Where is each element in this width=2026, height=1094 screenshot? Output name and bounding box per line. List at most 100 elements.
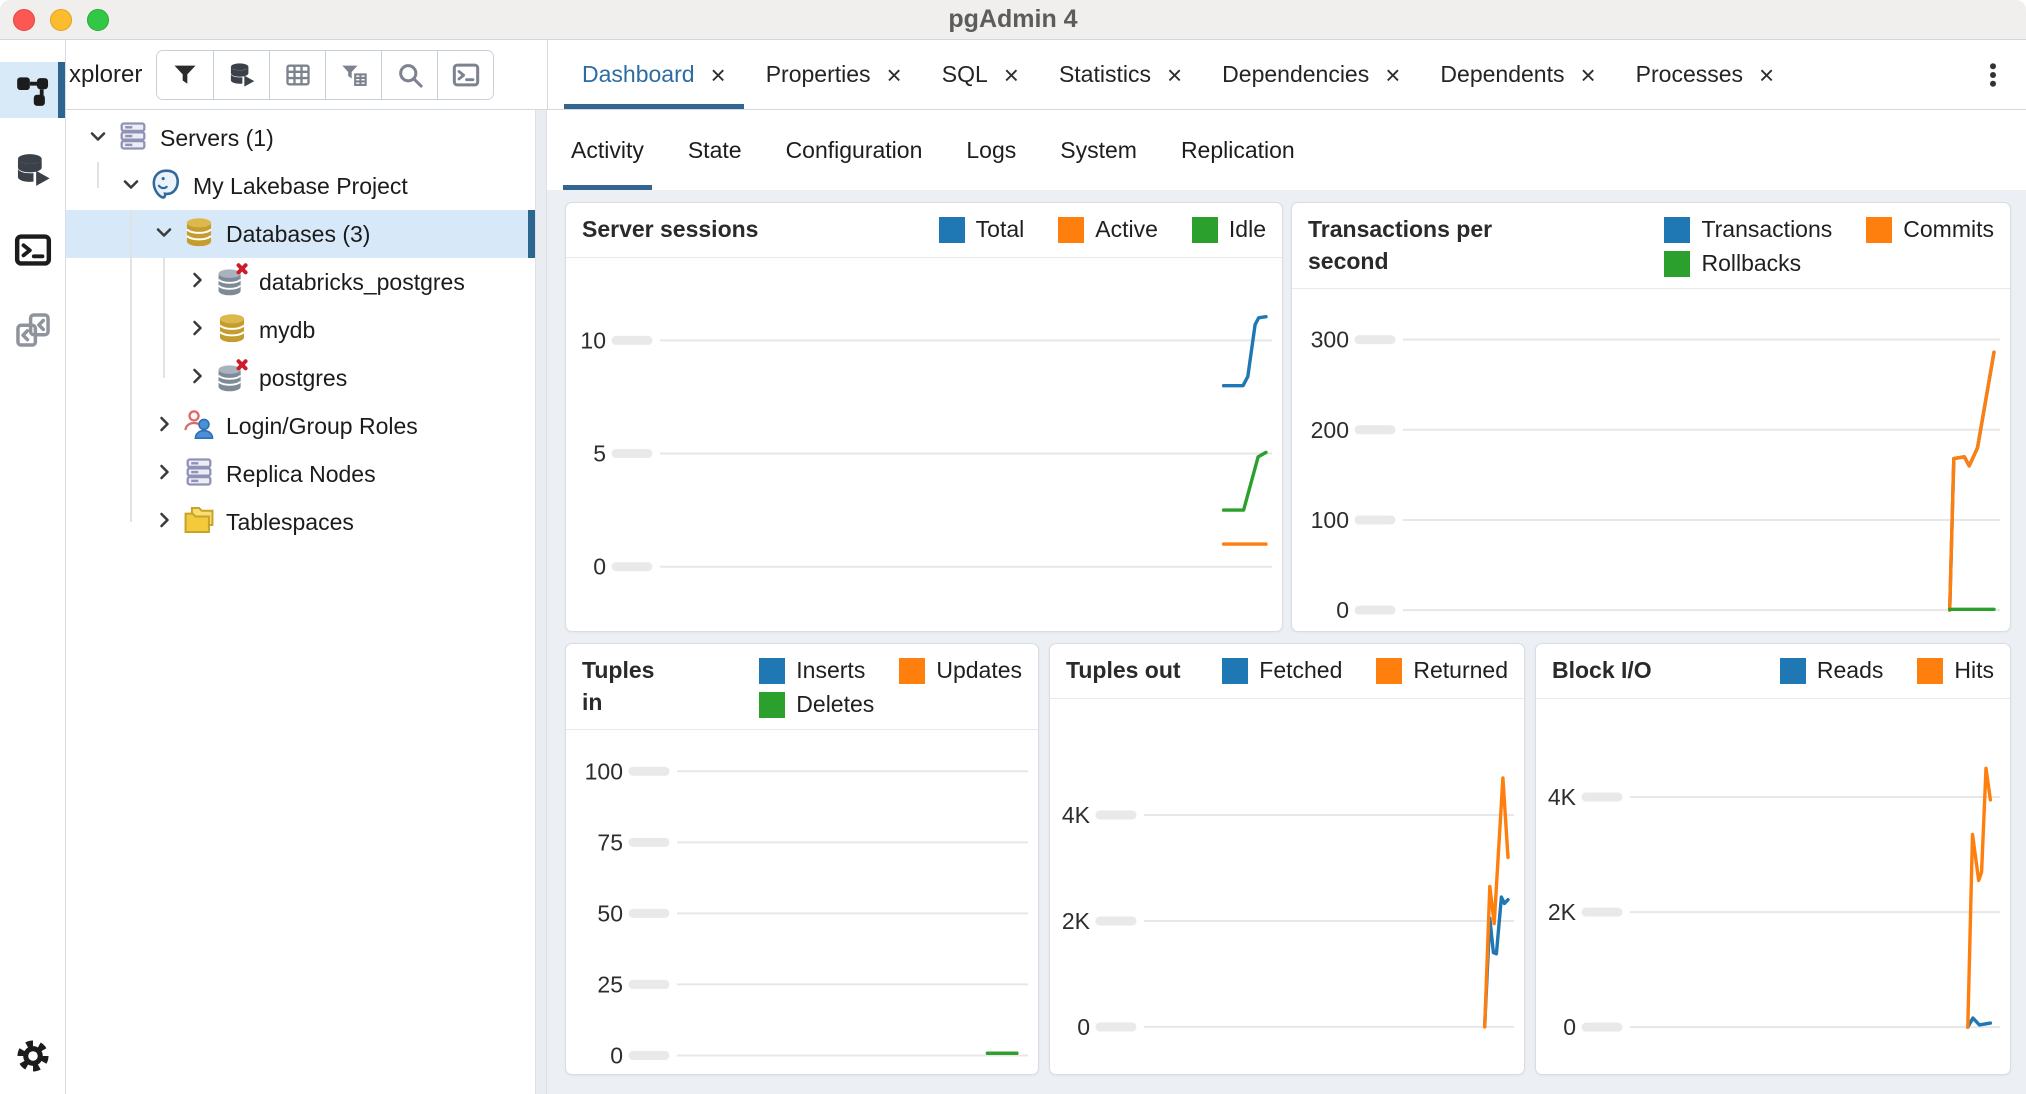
subtab-state[interactable]: State: [687, 136, 742, 163]
svg-text:100: 100: [1311, 507, 1349, 533]
legend-row: Inserts Updates: [759, 657, 1022, 684]
subtab-configuration[interactable]: Configuration: [785, 136, 923, 163]
chevron-right-icon: [152, 460, 176, 489]
panel-splitter[interactable]: [535, 110, 547, 1094]
tab-close-icon[interactable]: ×: [1580, 59, 1596, 90]
chart-legend: Transactions Commits Rollbacks: [1664, 214, 1994, 277]
tab-close-icon[interactable]: ×: [1759, 59, 1775, 90]
subtab-system[interactable]: System: [1060, 136, 1137, 163]
subtab-activity[interactable]: Activity: [549, 110, 666, 190]
activity-psql-tool[interactable]: [0, 222, 65, 278]
tree-item-my-lakebase-project[interactable]: My Lakebase Project: [66, 162, 535, 210]
expand-toggle[interactable]: [81, 124, 114, 153]
tab-overflow-menu-button[interactable]: [1974, 56, 2012, 94]
collapse-toggle[interactable]: [180, 268, 213, 297]
activity-schema-diff[interactable]: [0, 302, 65, 358]
view-data-button[interactable]: [269, 50, 326, 99]
tree-item-icon-wrap: [182, 503, 216, 542]
tree-item-label: My Lakebase Project: [193, 172, 408, 199]
tree-item-login-group-roles[interactable]: Login/Group Roles: [66, 402, 535, 450]
legend-item-hits: Hits: [1917, 657, 1994, 684]
psql-button[interactable]: [437, 50, 494, 99]
tree-indent-guide: [130, 210, 132, 522]
dashboard-charts: Server sessions Total Active Idle 0 5 10 Tra…: [547, 190, 2026, 1094]
collapse-toggle[interactable]: [180, 364, 213, 393]
activity-query-tool[interactable]: [0, 142, 65, 198]
subtab-logs[interactable]: Logs: [966, 136, 1017, 163]
minimize-button[interactable]: [50, 8, 72, 31]
tab-close-icon[interactable]: ×: [1003, 59, 1019, 90]
tree-item-mydb[interactable]: mydb: [66, 306, 535, 354]
subtab-replication[interactable]: Replication: [1180, 136, 1295, 163]
tab-dashboard[interactable]: Dashboard ×: [562, 40, 746, 109]
filter-button[interactable]: [157, 50, 214, 99]
expand-toggle[interactable]: [114, 172, 147, 201]
tab-close-icon[interactable]: ×: [886, 59, 902, 90]
legend-label: Total: [975, 216, 1025, 242]
svg-text:75: 75: [597, 830, 623, 856]
tree-item-replica-nodes[interactable]: Replica Nodes: [66, 450, 535, 498]
expand-toggle[interactable]: [147, 220, 180, 249]
terminal-icon: [14, 231, 52, 269]
tree-item-tablespaces[interactable]: Tablespaces: [66, 498, 535, 546]
legend-label: Updates: [936, 657, 1022, 683]
chevron-down-icon: [86, 124, 110, 153]
legend-row: Transactions Commits: [1664, 216, 1994, 243]
zoom-button[interactable]: [87, 8, 109, 31]
collapse-toggle[interactable]: [180, 316, 213, 345]
chart-title: Server sessions: [582, 216, 759, 242]
servers-icon: [116, 119, 150, 158]
tab-properties[interactable]: Properties ×: [746, 40, 922, 109]
svg-text:2K: 2K: [1548, 899, 1577, 925]
charts-row-1: Server sessions Total Active Idle 0 5 10 Tra…: [565, 202, 2011, 632]
legend-item-updates: Updates: [899, 657, 1022, 684]
tree-item-servers-1[interactable]: Servers (1): [66, 114, 535, 162]
svg-text:2K: 2K: [1062, 908, 1091, 934]
legend-row: Fetched Returned: [1222, 657, 1508, 684]
tab-dependents[interactable]: Dependents ×: [1420, 40, 1615, 109]
svg-text:0: 0: [1563, 1014, 1576, 1040]
tree-indent-guide: [163, 258, 165, 378]
database-disconnected-icon: [215, 358, 249, 398]
chart-plot: 0 25 50 75 100: [566, 730, 1038, 1074]
tree-item-postgres[interactable]: postgres: [66, 354, 535, 402]
chevron-right-icon: [185, 364, 209, 393]
tab-close-icon[interactable]: ×: [710, 59, 726, 90]
titlebar: pgAdmin 4: [0, 0, 2026, 40]
tab-statistics[interactable]: Statistics ×: [1039, 40, 1202, 109]
tab-close-icon[interactable]: ×: [1385, 59, 1401, 90]
roles-icon: [182, 407, 216, 446]
tree-item-label: postgres: [259, 364, 348, 391]
tab-close-icon[interactable]: ×: [1166, 59, 1183, 90]
tab-dependencies[interactable]: Dependencies ×: [1202, 40, 1420, 109]
chart-card-header: Server sessions Total Active Idle: [566, 203, 1282, 258]
filtered-rows-icon: [340, 61, 368, 89]
activity-object-explorer[interactable]: [0, 62, 65, 118]
collapse-toggle[interactable]: [147, 508, 180, 537]
chevron-right-icon: [152, 508, 176, 537]
legend-item-inserts: Inserts: [759, 657, 865, 684]
tree-item-databases-3[interactable]: Databases (3): [66, 210, 535, 258]
close-button[interactable]: [13, 8, 35, 31]
legend-row: Total Active Idle: [938, 216, 1266, 243]
legend-swatch: [759, 657, 786, 684]
collapse-toggle[interactable]: [147, 412, 180, 441]
collapse-toggle[interactable]: [147, 460, 180, 489]
svg-text:50: 50: [597, 901, 623, 927]
legend-item-fetched: Fetched: [1222, 657, 1342, 684]
activity-preferences[interactable]: [0, 1028, 65, 1084]
tab-sql[interactable]: SQL ×: [922, 40, 1039, 109]
svg-text:4K: 4K: [1062, 802, 1091, 828]
query-tool-button[interactable]: [213, 50, 270, 99]
svg-text:25: 25: [597, 972, 623, 998]
svg-text:0: 0: [1077, 1014, 1090, 1040]
object-explorer-header: xplorer: [66, 40, 547, 109]
tab-processes[interactable]: Processes ×: [1616, 40, 1795, 109]
tab-label: SQL: [941, 61, 988, 87]
query-tool-icon: [228, 61, 256, 89]
filtered-rows-button[interactable]: [325, 50, 382, 99]
chart-title: Block I/O: [1552, 657, 1652, 683]
chart-title: Tuples out: [1066, 657, 1181, 683]
search-button[interactable]: [381, 50, 438, 99]
tree-item-databricks-postgres[interactable]: databricks_postgres: [66, 258, 535, 306]
